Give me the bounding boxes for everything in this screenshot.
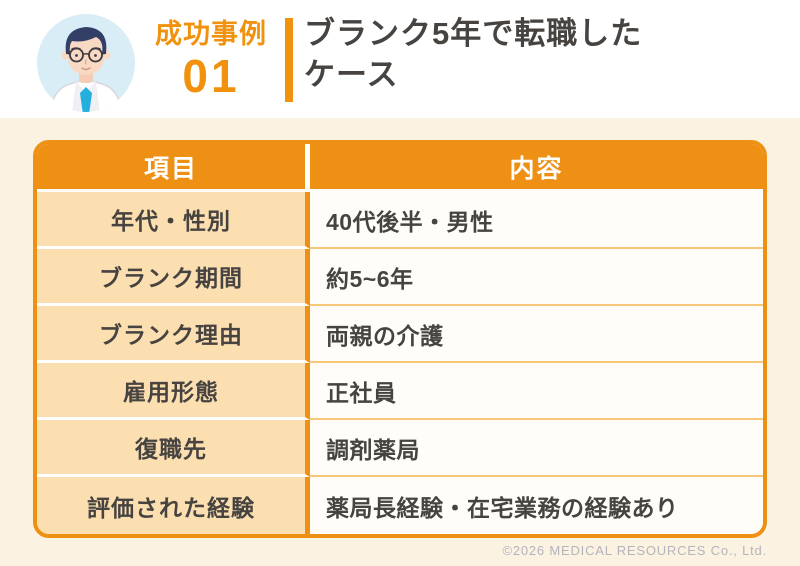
row-label-return-workplace: 復職先 (37, 420, 310, 477)
row-label-valued-experience: 評価された経験 (37, 477, 310, 534)
row-label-age-gender: 年代・性別 (37, 192, 310, 249)
row-label-employment-type: 雇用形態 (37, 363, 310, 420)
row-value-blank-period: 約5~6年 (310, 249, 763, 306)
row-value-return-workplace: 調剤薬局 (310, 420, 763, 477)
copyright-notice: ©2026 MEDICAL RESOURCES Co., Ltd. (502, 543, 767, 558)
row-label-blank-period: ブランク期間 (37, 249, 310, 306)
page-title-line2: ケース (304, 56, 399, 92)
page-title: ブランク5年で転職した ケース (304, 14, 784, 96)
row-label-blank-reason: ブランク理由 (37, 306, 310, 363)
page-title-line1: ブランク5年で転職した (304, 16, 643, 51)
case-number: 01 (182, 49, 240, 102)
pharmacist-avatar-icon (37, 14, 135, 112)
row-value-age-gender: 40代後半・男性 (310, 192, 763, 249)
case-summary-table: 項目 内容 年代・性別 40代後半・男性 ブランク期間 約5~6年 ブランク理由… (33, 140, 767, 538)
column-header-item: 項目 (37, 144, 310, 192)
pharmacist-avatar (36, 13, 136, 113)
title-accent-bar (285, 18, 293, 102)
case-number-block: 成功事例 01 (141, 19, 281, 102)
row-value-valued-experience: 薬局長経験・在宅業務の経験あり (310, 477, 763, 534)
row-value-blank-reason: 両親の介護 (310, 306, 763, 363)
case-label: 成功事例 (155, 19, 267, 49)
row-value-employment-type: 正社員 (310, 363, 763, 420)
column-header-content: 内容 (310, 144, 763, 192)
